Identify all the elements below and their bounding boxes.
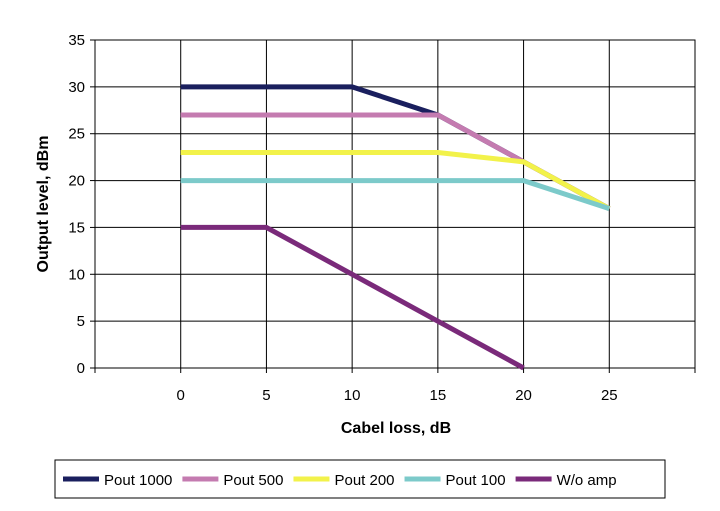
series-line bbox=[180, 149, 611, 211]
y-tick-label: 35 bbox=[68, 32, 85, 49]
y-tick-label: 5 bbox=[77, 313, 85, 330]
x-tick-label: 20 bbox=[515, 387, 532, 404]
x-tick-label: 10 bbox=[344, 387, 361, 404]
legend-box bbox=[54, 459, 666, 499]
x-tick-label: 15 bbox=[430, 387, 447, 404]
legend-label: Pout 1000 bbox=[104, 472, 172, 489]
x-tick-labels: 0 5 10 15 20 25 bbox=[177, 387, 618, 404]
x-tick-label: 25 bbox=[601, 387, 618, 404]
y-tick-label: 20 bbox=[68, 173, 85, 190]
series-line bbox=[180, 224, 525, 371]
legend-label: Pout 100 bbox=[446, 472, 506, 489]
x-tick-label: 5 bbox=[262, 387, 270, 404]
y-tick-label: 30 bbox=[68, 79, 85, 96]
y-axis-title: Output level, dBm bbox=[35, 136, 52, 273]
series-lines bbox=[180, 84, 611, 371]
y-tick-label: 10 bbox=[68, 266, 85, 283]
series-line bbox=[180, 178, 611, 212]
y-tick-label: 15 bbox=[68, 219, 85, 236]
legend: Pout 1000 Pout 500 Pout 200 Pout 100 W/o amp bbox=[63, 472, 617, 489]
x-tick-label: 0 bbox=[177, 387, 185, 404]
y-tick-label: 25 bbox=[68, 126, 85, 143]
x-axis-title: Cabel loss, dB bbox=[341, 420, 451, 437]
legend-label: Pout 500 bbox=[223, 472, 283, 489]
legend-label: W/o amp bbox=[557, 472, 617, 489]
y-tick-label: 0 bbox=[77, 360, 85, 377]
legend-label: Pout 200 bbox=[334, 472, 394, 489]
y-tick-labels: 0 5 10 15 20 25 30 35 bbox=[68, 32, 85, 377]
